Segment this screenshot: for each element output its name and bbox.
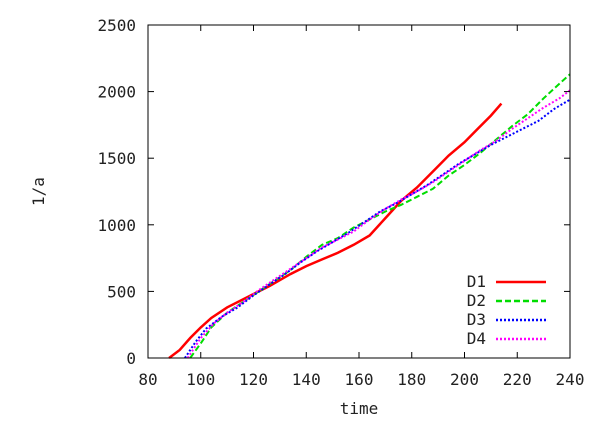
y-tick-label: 1000 <box>97 216 136 235</box>
y-tick-label: 2500 <box>97 16 136 35</box>
y-tick-label: 2000 <box>97 83 136 102</box>
series-line-d2 <box>189 73 571 359</box>
x-tick-label: 100 <box>186 370 215 389</box>
y-tick-label: 500 <box>107 282 136 301</box>
legend-label-d2: D2 <box>467 291 486 310</box>
y-axis-label: 1/a <box>29 177 48 206</box>
series-line-d1 <box>168 102 503 359</box>
legend-label-d4: D4 <box>467 329 486 348</box>
x-tick-label: 140 <box>292 370 321 389</box>
y-tick-label: 0 <box>126 349 136 368</box>
plot-frame <box>147 24 571 359</box>
series-line-d3 <box>184 98 571 359</box>
y-tick-label: 1500 <box>97 149 136 168</box>
series-line-d4 <box>186 89 571 359</box>
x-tick-label: 200 <box>450 370 479 389</box>
axis-ticks: 80 100 120 140 160 180 200 220 240 0 500 1000 1500 20… <box>97 16 584 389</box>
plot-lines <box>168 73 571 359</box>
x-tick-label: 220 <box>503 370 532 389</box>
x-tick-label: 180 <box>397 370 426 389</box>
x-axis-label: time <box>340 399 379 418</box>
legend-label-d1: D1 <box>467 272 486 291</box>
x-tick-label: 160 <box>345 370 374 389</box>
x-tick-label: 240 <box>556 370 585 389</box>
x-tick-label: 120 <box>239 370 268 389</box>
legend-label-d3: D3 <box>467 310 486 329</box>
x-tick-label: 80 <box>138 370 157 389</box>
